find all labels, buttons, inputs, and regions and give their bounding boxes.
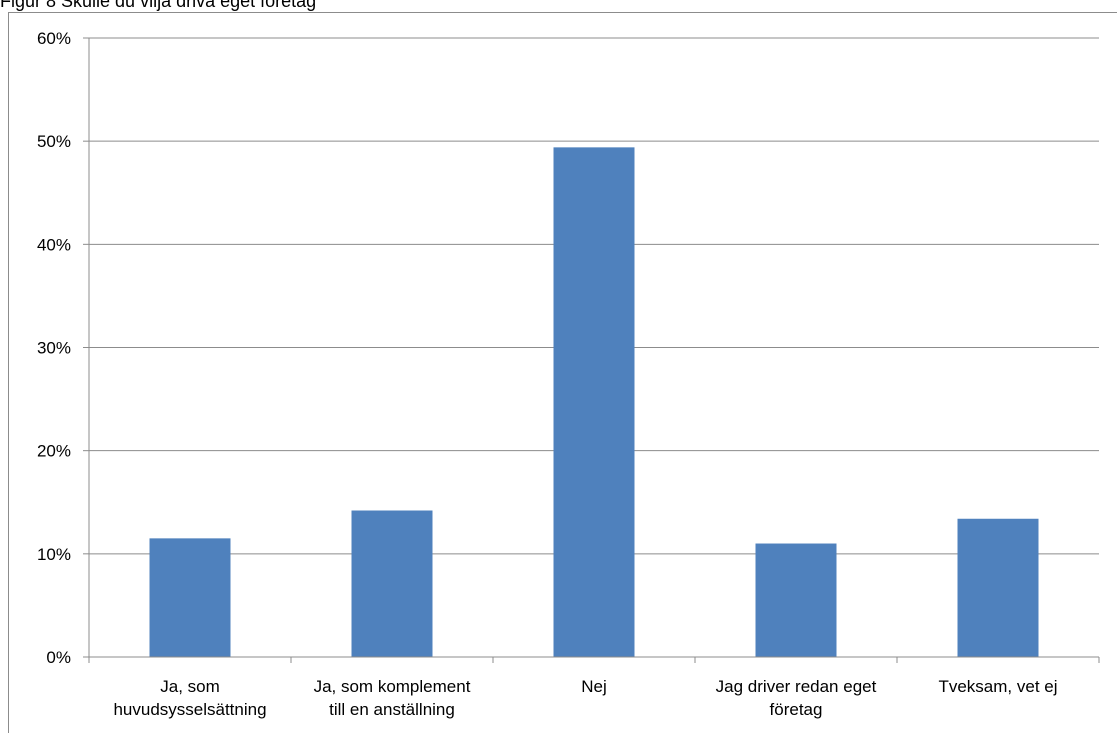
x-tick-label: huvudsysselsättning bbox=[113, 700, 266, 719]
y-tick-label: 40% bbox=[37, 235, 71, 254]
x-tick-label: företag bbox=[770, 700, 823, 719]
chart-frame bbox=[8, 12, 1117, 733]
y-tick-label: 0% bbox=[46, 648, 71, 667]
y-tick-label: 10% bbox=[37, 545, 71, 564]
bar bbox=[755, 543, 837, 657]
y-tick-label: 30% bbox=[37, 339, 71, 358]
axes bbox=[83, 37, 1100, 663]
x-tick-label: Ja, som bbox=[160, 677, 220, 696]
y-tick-label: 60% bbox=[37, 29, 71, 48]
y-tick-labels: 0% 10% 20% 30% 40% 50% 60% bbox=[37, 29, 71, 667]
x-tick-label: Tveksam, vet ej bbox=[938, 677, 1057, 696]
bars bbox=[149, 147, 1039, 657]
y-tick-label: 50% bbox=[37, 132, 71, 151]
x-tick-label: till en anställning bbox=[329, 700, 455, 719]
bar bbox=[957, 518, 1039, 657]
bar bbox=[553, 147, 635, 657]
x-tick-labels: Ja, som huvudsysselsättning Ja, som komple… bbox=[113, 677, 1057, 719]
figure-caption: Figur 8 Skulle du vilja driva eget föret… bbox=[0, 0, 317, 11]
x-tick-label: Nej bbox=[581, 677, 607, 696]
x-tick-label: Ja, som komplement bbox=[314, 677, 471, 696]
bar bbox=[149, 538, 231, 657]
x-tick-label: Jag driver redan eget bbox=[716, 677, 877, 696]
y-tick-label: 20% bbox=[37, 442, 71, 461]
bar bbox=[351, 510, 433, 657]
